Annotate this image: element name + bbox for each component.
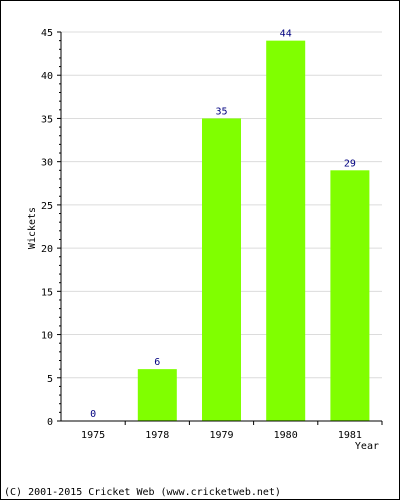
bar-1981	[330, 170, 370, 421]
data-label-1980: 44	[280, 29, 292, 40]
x-ticks: 1975 1978 1979 1980 1981	[81, 421, 383, 441]
data-label-1981: 29	[344, 158, 356, 169]
data-label-1975: 0	[90, 409, 96, 420]
y-axis-title: Wickets	[27, 207, 38, 249]
y-tick-label: 10	[41, 331, 53, 342]
bar-1978	[137, 369, 177, 421]
axes	[60, 32, 382, 422]
y-tick-label: 15	[41, 287, 53, 298]
y-ticks: 0 5 10 15 20 25 30 35 40 45	[41, 28, 61, 428]
data-label-1978: 6	[154, 357, 160, 368]
y-tick-label: 25	[41, 201, 53, 212]
x-tick-label: 1980	[274, 430, 298, 441]
data-label-1979: 35	[215, 106, 227, 117]
bar-1979	[202, 118, 241, 421]
y-tick-label: 5	[47, 374, 53, 385]
y-tick-label: 35	[41, 114, 53, 125]
x-tick-label: 1981	[338, 430, 362, 441]
bar-1980	[266, 40, 306, 422]
x-tick-label: 1979	[209, 430, 233, 441]
x-tick-label: 1975	[81, 430, 105, 441]
bars	[137, 40, 370, 422]
y-tick-label: 0	[47, 417, 53, 428]
y-tick-label: 20	[41, 244, 53, 255]
y-tick-label: 45	[41, 28, 53, 39]
x-axis-title: Year	[355, 441, 379, 452]
data-labels: 0 6 35 44 29	[90, 29, 356, 420]
x-tick-label: 1978	[145, 430, 169, 441]
y-tick-label: 30	[41, 158, 53, 169]
copyright-footer: (C) 2001-2015 Cricket Web (www.cricketwe…	[4, 487, 281, 498]
y-tick-label: 40	[41, 71, 53, 82]
